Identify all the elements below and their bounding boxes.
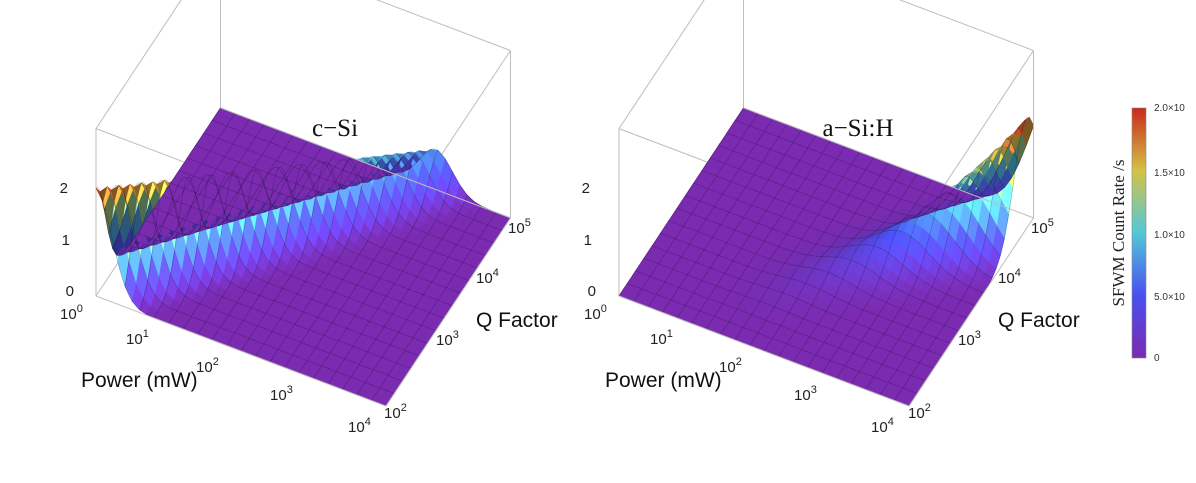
- x-axis-label: Power (mW): [605, 369, 722, 392]
- mesh-line: [371, 212, 497, 401]
- x-tick: 101: [650, 328, 673, 348]
- box-edge: [385, 217, 511, 407]
- z-tick: 0: [66, 283, 74, 300]
- mesh-line: [178, 161, 470, 281]
- mesh-line: [313, 150, 439, 379]
- x-tick: 104: [871, 416, 894, 436]
- y-tick: 105: [508, 217, 531, 237]
- y-tick: 102: [384, 402, 407, 422]
- x-tick: 103: [794, 384, 817, 404]
- x-tick: 102: [719, 356, 742, 376]
- box-front-edges: [95, 50, 511, 407]
- mesh-line: [182, 140, 308, 330]
- z-tick: 1: [584, 232, 592, 249]
- mesh-line: [269, 155, 395, 363]
- mesh-line: [137, 174, 428, 344]
- y-tick: 103: [436, 329, 459, 349]
- mesh-line: [226, 157, 352, 346]
- colorbar-label: SFWM Count Rate /s: [1109, 160, 1128, 307]
- mesh-line: [187, 157, 478, 269]
- y-axis-label: Q Factor: [476, 309, 558, 332]
- colorbar-tick: 0: [1154, 353, 1160, 364]
- z-tick: 2: [582, 180, 590, 197]
- mesh-line: [327, 171, 453, 385]
- colorbar-tick: 1.0×10: [1154, 230, 1185, 241]
- y-tick: 105: [1031, 217, 1054, 237]
- x-tick: 100: [584, 303, 607, 323]
- mesh-line: [153, 129, 279, 318]
- mesh-line: [120, 179, 412, 369]
- mesh-line: [203, 132, 495, 244]
- mesh-line: [162, 166, 453, 306]
- mesh-line: [298, 150, 424, 374]
- mesh-line: [129, 177, 420, 357]
- mesh-line: [112, 182, 403, 382]
- x-axis-label: Power (mW): [81, 369, 198, 392]
- z-tick: 0: [588, 283, 596, 300]
- mesh-line: [195, 145, 486, 256]
- y-axis-label: Q Factor: [998, 309, 1080, 332]
- chart-asih: a−Si:H 2 1 0 100 101 102 103 104 102 103…: [582, 0, 1080, 436]
- box-edge: [95, 0, 182, 129]
- mesh-line: [197, 146, 323, 335]
- mesh-line: [284, 153, 410, 368]
- box-edge: [618, 0, 705, 129]
- x-tick: 102: [196, 356, 219, 376]
- mesh-line: [255, 158, 381, 357]
- y-tick: 102: [908, 402, 931, 422]
- mesh-line: [211, 151, 337, 341]
- x-tick: 101: [126, 328, 149, 348]
- mesh-line: [139, 124, 265, 310]
- chart-title: c−Si: [312, 115, 358, 142]
- mesh-line: [104, 185, 395, 394]
- x-tick: 104: [348, 416, 371, 436]
- chart-title: a−Si:H: [822, 115, 893, 142]
- mesh-line: [124, 118, 250, 287]
- mesh-line: [153, 169, 445, 319]
- y-tick: 103: [958, 329, 981, 349]
- mesh-line: [170, 164, 461, 294]
- colorbar-bar: [1131, 107, 1147, 359]
- z-tick: 1: [62, 232, 70, 249]
- x-tick: 103: [270, 384, 293, 404]
- colorbar: SFWM Count Rate /s 0 5.0×10 1.0×10 1.5×1…: [1109, 103, 1185, 364]
- y-tick: 104: [998, 267, 1021, 287]
- mesh-line: [356, 205, 482, 396]
- mesh-line: [145, 172, 436, 332]
- colorbar-tick: 1.5×10: [1154, 168, 1185, 179]
- z-tick: 2: [60, 180, 68, 197]
- mesh-line: [342, 194, 468, 390]
- mesh-line: [95, 107, 221, 257]
- box-edge: [220, 107, 511, 219]
- mesh-line: [212, 120, 503, 231]
- box-edge: [375, 0, 511, 51]
- box-edge: [95, 295, 387, 407]
- colorbar-tick: 2.0×10: [1154, 103, 1185, 114]
- surface: [618, 107, 1034, 407]
- mesh-line: [110, 113, 236, 250]
- mesh-line: [168, 135, 294, 324]
- mesh-line: [240, 160, 366, 352]
- x-tick: 100: [60, 303, 83, 323]
- surface: [95, 107, 511, 407]
- box-edge: [898, 0, 1034, 51]
- chart-csi: c−Si 2 1 0 100 101 102 103 104 102 103 1…: [60, 0, 558, 436]
- colorbar-tick: 5.0×10: [1154, 292, 1185, 303]
- y-tick: 104: [476, 267, 499, 287]
